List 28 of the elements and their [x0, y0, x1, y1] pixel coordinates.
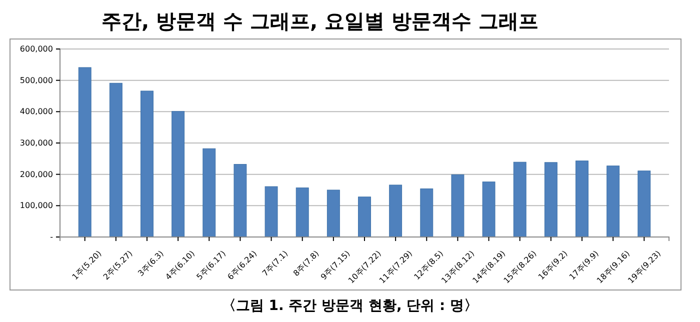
- y-tick-label: 200,000: [20, 170, 53, 179]
- bar: [234, 164, 247, 238]
- y-tick-label: -: [50, 232, 54, 242]
- bar: [172, 111, 185, 238]
- bar: [606, 166, 620, 238]
- bar: [544, 162, 558, 238]
- bar: [451, 174, 464, 238]
- bar: [358, 196, 371, 238]
- bar: [513, 162, 526, 238]
- bar: [296, 188, 309, 238]
- y-tick-label: 300,000: [20, 138, 53, 148]
- y-tick-label: 400,000: [20, 107, 53, 116]
- y-tick-label: 500,000: [20, 76, 53, 85]
- y-tick-label: 600,000: [20, 44, 53, 54]
- bar: [482, 182, 496, 238]
- bar: [264, 186, 278, 238]
- bar: [638, 170, 651, 238]
- chart-title: 주간, 방문객 수 그래프, 요일별 방문객수 그래프: [102, 9, 538, 33]
- y-tick-label: 100,000: [20, 201, 53, 210]
- bar: [78, 67, 92, 238]
- bar: [202, 148, 216, 238]
- bar: [140, 90, 154, 238]
- bar: [420, 188, 434, 238]
- bar: [326, 190, 340, 238]
- bar: [109, 82, 122, 238]
- bar: [389, 184, 402, 238]
- text: 〈그림 1. 주간 방문객 현황, 단위 : 명〉: [222, 298, 478, 314]
- bar: [576, 160, 588, 238]
